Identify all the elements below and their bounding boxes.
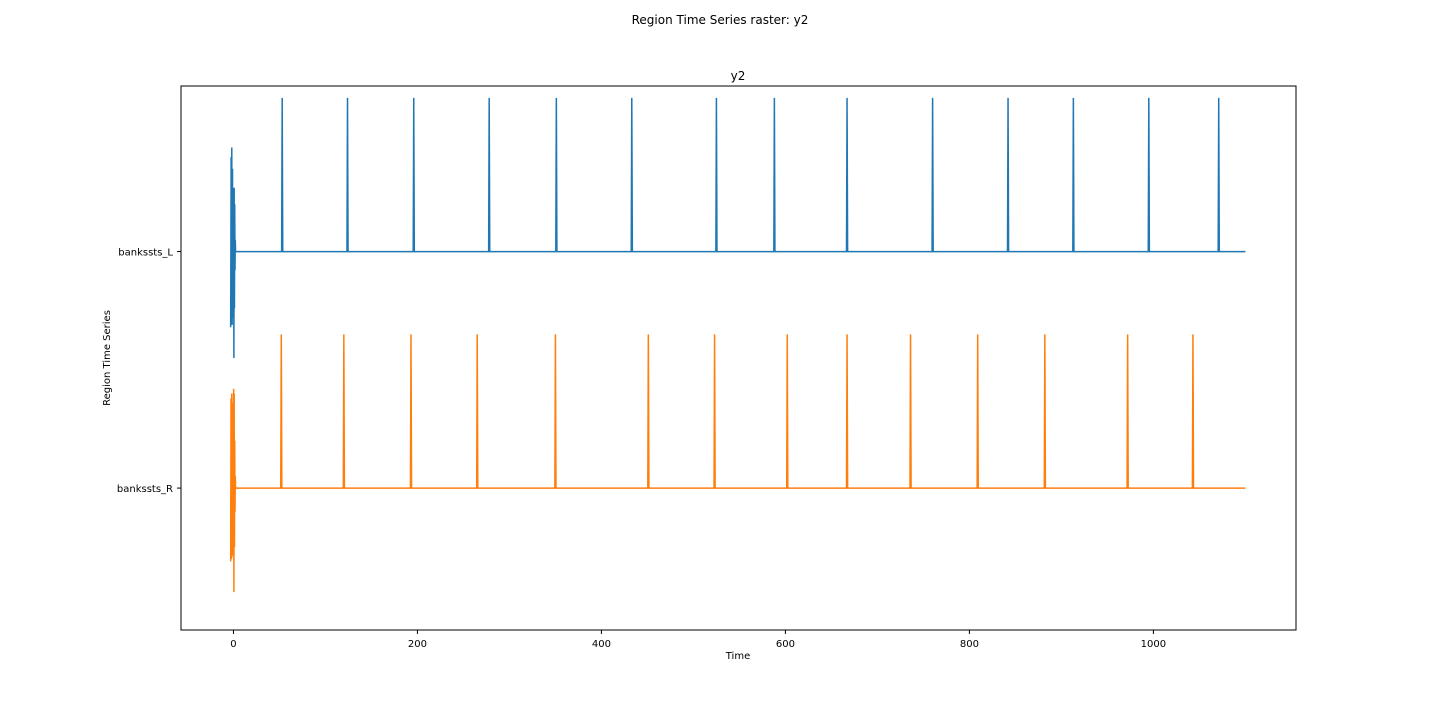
plot-area bbox=[229, 97, 1246, 593]
x-tick-label-600: 600 bbox=[776, 639, 795, 650]
axis-ticks: 0 200 400 600 800 1000 bankssts_L bankssts_R bbox=[117, 248, 1166, 650]
x-tick-label-1000: 1000 bbox=[1141, 639, 1166, 650]
axes-frame bbox=[180, 85, 1297, 631]
x-tick-label-400: 400 bbox=[592, 639, 611, 650]
x-tick-label-0: 0 bbox=[230, 639, 236, 650]
y-axis-label: Region Time Series bbox=[102, 310, 113, 406]
axes-title: y2 bbox=[731, 69, 746, 83]
figure-suptitle: Region Time Series raster: y2 bbox=[632, 13, 809, 27]
y-tick-label-0: bankssts_L bbox=[118, 248, 173, 259]
x-tick-label-800: 800 bbox=[960, 639, 979, 650]
series-line-0 bbox=[229, 97, 1246, 359]
y-tick-label-1: bankssts_R bbox=[117, 484, 173, 495]
x-axis-label: Time bbox=[725, 651, 750, 662]
series-line-1 bbox=[229, 334, 1246, 593]
x-tick-label-200: 200 bbox=[408, 639, 427, 650]
